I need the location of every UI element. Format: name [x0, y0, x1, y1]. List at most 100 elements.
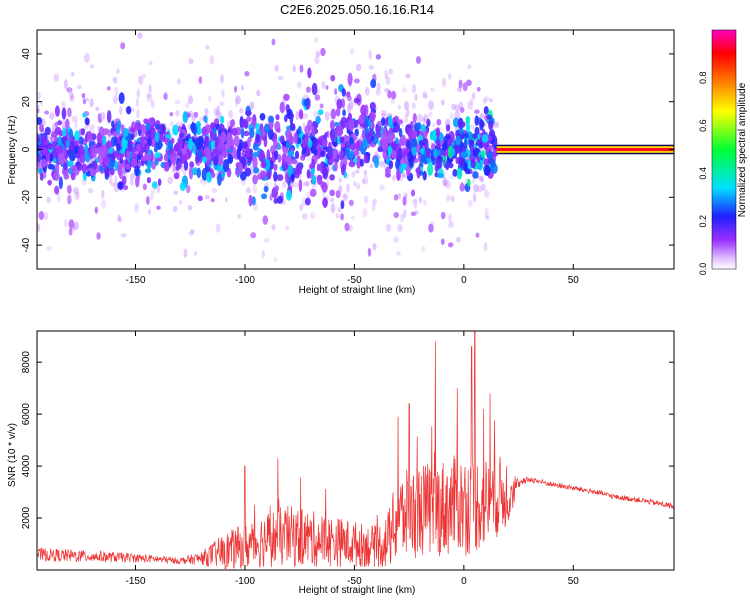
- heatmap-cell: [57, 152, 65, 166]
- heatmap-cell: [92, 160, 98, 170]
- heatmap-cell: [127, 139, 133, 152]
- heatmap-cell: [37, 137, 41, 144]
- heatmap-cell: [263, 238, 270, 243]
- heatmap-cell: [177, 125, 182, 133]
- heatmap-cell: [436, 137, 440, 150]
- heatmap-cell: [365, 131, 373, 144]
- heatmap-cell: [489, 98, 493, 103]
- heatmap-cell: [376, 82, 381, 90]
- heatmap-cell: [252, 174, 258, 185]
- heatmap-cell: [472, 171, 479, 179]
- heatmap-cell: [370, 122, 375, 130]
- heatmap-cell: [171, 165, 176, 174]
- heatmap-cell: [353, 150, 360, 156]
- heatmap-cell: [387, 133, 394, 144]
- heatmap-cell: [67, 107, 72, 118]
- heatmap-cell: [136, 153, 143, 161]
- heatmap-cell: [236, 146, 241, 160]
- heatmap-cell: [37, 153, 41, 163]
- heatmap-cell: [384, 69, 388, 80]
- heatmap-cell: [86, 170, 92, 177]
- heatmap-cell: [148, 84, 152, 93]
- heatmap-cell: [37, 117, 43, 125]
- heatmap-cell: [401, 87, 408, 94]
- heatmap-cell: [134, 165, 140, 177]
- heatmap-cell: [402, 171, 406, 177]
- heatmap-cell: [76, 163, 84, 171]
- heatmap-cell: [62, 127, 67, 137]
- heatmap-cell: [275, 114, 280, 121]
- heatmap-cell: [415, 167, 421, 173]
- heatmap-cell: [129, 173, 136, 179]
- heatmap-cell: [175, 165, 180, 171]
- heatmap-cell: [97, 153, 104, 164]
- heatmap-cell: [343, 194, 349, 199]
- heatmap-cell: [322, 167, 329, 180]
- heatmap-cell: [144, 168, 152, 174]
- heatmap-cell: [414, 210, 419, 216]
- heatmap-cell: [193, 111, 199, 119]
- heatmap-cell: [452, 117, 460, 128]
- heatmap-cell: [319, 103, 324, 109]
- heatmap-cell: [94, 206, 98, 214]
- heatmap-cell: [486, 114, 492, 120]
- heatmap-cell: [473, 183, 479, 193]
- heatmap-cell: [240, 179, 246, 186]
- heatmap-cell: [476, 138, 481, 146]
- heatmap-marks: [37, 30, 674, 262]
- heatmap-cell: [396, 119, 403, 125]
- heatmap-cell: [146, 92, 152, 99]
- heatmap-cell: [490, 158, 496, 169]
- heatmap-cell: [74, 130, 80, 141]
- heatmap-cell: [460, 151, 468, 159]
- heatmap-cell: [284, 114, 288, 123]
- heatmap-cell: [208, 95, 212, 102]
- heatmap-cell: [81, 163, 87, 174]
- heatmap-cell: [325, 85, 329, 90]
- colorbar-tick-label: 0.6: [698, 119, 708, 132]
- heatmap-cell: [37, 108, 40, 114]
- heatmap-cell: [447, 220, 454, 229]
- heatmap-cell: [66, 87, 73, 93]
- heatmap-cell: [375, 125, 382, 133]
- heatmap-cell: [393, 212, 400, 219]
- heatmap-cell: [355, 182, 361, 190]
- heatmap-cell: [222, 159, 230, 172]
- heatmap-cell: [154, 152, 161, 159]
- heatmap-cell: [388, 68, 393, 75]
- snr-x-ticks: -150 -100 -50 0 50: [125, 331, 579, 587]
- heatmap-cell: [96, 232, 101, 240]
- heatmap-cell: [255, 133, 261, 143]
- heatmap-cell: [483, 189, 490, 199]
- heatmap-cell: [481, 134, 489, 143]
- heatmap-cell: [354, 169, 360, 174]
- heatmap-cell: [410, 189, 416, 197]
- heatmap-cell: [336, 98, 343, 110]
- snr-ytick-label: 4000: [21, 455, 32, 478]
- heatmap-cell: [303, 98, 310, 107]
- heatmap-cell: [474, 126, 480, 135]
- colorbar-label: Normalized spectral amplitude: [737, 82, 748, 217]
- heatmap-cell: [54, 185, 60, 195]
- heatmap-cell: [69, 92, 74, 99]
- heatmap-cell: [84, 143, 89, 156]
- heatmap-cell: [178, 137, 183, 149]
- heatmap-cell: [258, 149, 266, 162]
- heatmap-cell: [440, 238, 445, 245]
- snr-y-ticks: 2000 4000 6000 8000: [21, 351, 674, 529]
- heatmap-cell: [418, 196, 423, 204]
- heatmap-cell: [117, 168, 122, 176]
- snr-ylabel: SNR (10 * v/v): [7, 423, 18, 487]
- heatmap-cell: [66, 184, 72, 195]
- heatmap-cell: [119, 157, 124, 164]
- heatmap-cell: [476, 86, 481, 92]
- heatmap-cell: [349, 137, 354, 145]
- colorbar-tick-label: 0.8: [698, 72, 708, 85]
- heatmap-cell: [367, 247, 372, 257]
- colorbar-tick-label: 0.4: [698, 167, 708, 180]
- heatmap-cell: [413, 122, 419, 132]
- heatmap-cell: [471, 92, 476, 100]
- heatmap-cell: [313, 148, 318, 156]
- heatmap-ytick-label: 0: [21, 146, 32, 152]
- heatmap-cell: [169, 112, 174, 117]
